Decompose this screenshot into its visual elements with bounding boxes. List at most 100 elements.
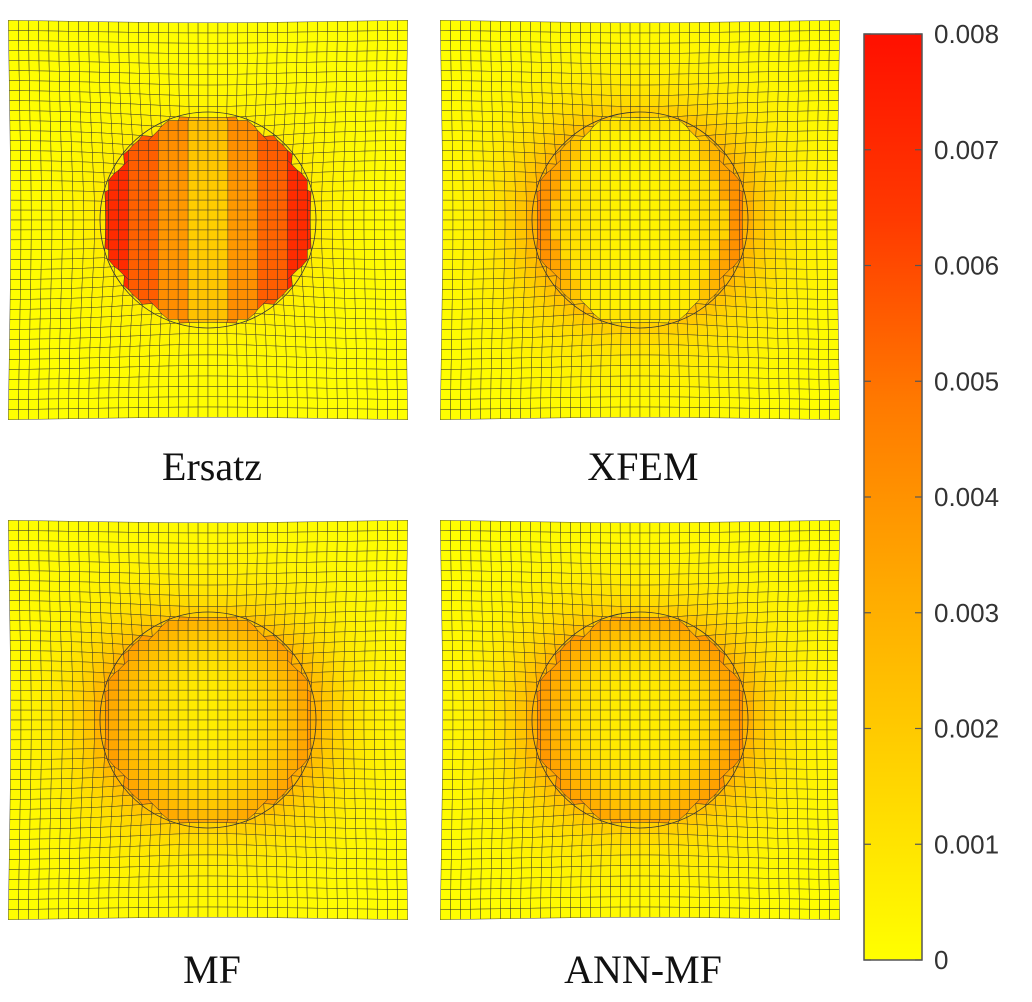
mesh-cell: [450, 50, 462, 61]
mesh-cell: [312, 652, 324, 664]
mesh-cell: [29, 848, 40, 860]
mesh-cell: [323, 641, 335, 653]
mesh-cell: [138, 719, 149, 731]
mesh-cell: [158, 719, 169, 731]
mesh-cell: [356, 348, 367, 360]
mesh-cell: [148, 22, 159, 33]
mesh-cell: [128, 249, 139, 261]
mesh-cell: [158, 689, 169, 701]
mesh-cell: [355, 808, 366, 820]
mesh-cell: [533, 286, 546, 298]
mesh-cell: [367, 30, 378, 42]
mesh-cell: [346, 40, 358, 52]
mesh-cell: [227, 209, 239, 221]
mesh-cell: [394, 239, 406, 251]
mesh-cell: [798, 388, 810, 400]
mesh-cell: [19, 808, 31, 820]
mesh-cell: [237, 219, 249, 231]
mesh-cell: [385, 150, 396, 161]
mesh-cell: [321, 190, 333, 202]
mesh-cell: [462, 219, 474, 231]
mesh-cell: [10, 279, 21, 290]
mesh-cell: [237, 809, 249, 820]
mesh-cell: [787, 338, 799, 350]
mesh-cell: [292, 143, 304, 155]
mesh-cell: [28, 388, 40, 400]
mesh-cell: [304, 826, 316, 838]
mesh-cell: [275, 83, 287, 95]
mesh-cell: [91, 296, 103, 308]
mesh-cell: [29, 818, 41, 830]
mesh-cell: [353, 729, 365, 740]
mesh-cell: [28, 50, 40, 62]
mesh-cell: [198, 574, 209, 586]
mesh-cell: [599, 189, 611, 201]
mesh-cell: [138, 660, 149, 671]
mesh-cell: [737, 71, 749, 83]
mesh-cell: [168, 886, 179, 898]
mesh-cell: [356, 70, 368, 82]
mesh-cell: [187, 699, 199, 711]
mesh-cell: [139, 855, 150, 867]
mesh-cell: [336, 61, 348, 72]
mesh-cell: [237, 875, 248, 887]
mesh-cell: [601, 322, 613, 335]
mesh-cell: [649, 117, 661, 121]
mesh-cell: [303, 122, 316, 134]
mesh-cell: [265, 93, 277, 106]
mesh-cell: [30, 140, 42, 152]
mesh-cell: [18, 530, 29, 541]
mesh-cell: [148, 150, 159, 161]
mesh-cell: [237, 670, 249, 681]
mesh-cell: [58, 868, 70, 880]
mesh-cell: [334, 611, 346, 623]
mesh-cell: [828, 80, 840, 91]
mesh-cell: [69, 71, 80, 83]
mesh-cell: [758, 51, 770, 63]
mesh-cell: [462, 700, 474, 711]
mesh-cell: [355, 318, 367, 330]
mesh-cell: [267, 897, 278, 908]
mesh-cell: [394, 259, 406, 270]
mesh-cell: [148, 886, 159, 898]
mesh-cell: [68, 408, 79, 420]
mesh-cell: [364, 768, 376, 780]
mesh-cell: [72, 738, 84, 750]
mesh-cell: [503, 277, 515, 289]
mesh-cell: [60, 621, 72, 633]
mesh-cell: [105, 719, 109, 731]
mesh-cell: [775, 151, 787, 162]
mesh-cell: [580, 32, 591, 44]
mesh-cell: [70, 807, 82, 819]
mesh-cell: [385, 279, 396, 290]
mesh-cell: [659, 63, 670, 75]
mesh-cell: [275, 593, 287, 605]
mesh-cell: [61, 670, 73, 682]
mesh-cell: [227, 563, 238, 575]
mesh-cell: [61, 239, 74, 250]
mesh-cell: [207, 179, 219, 191]
mesh-cell: [277, 709, 288, 721]
mesh-cell: [227, 386, 238, 398]
mesh-cell: [158, 660, 169, 671]
mesh-cell: [61, 768, 73, 780]
mesh-cell: [395, 769, 406, 780]
mesh-cell: [764, 229, 776, 240]
mesh-cell: [59, 111, 71, 123]
mesh-cell: [167, 699, 179, 711]
mesh-cell: [8, 520, 19, 531]
mesh-cell: [768, 31, 780, 42]
mesh-cell: [58, 30, 70, 42]
mesh-cell: [90, 612, 102, 624]
mesh-cell: [396, 570, 408, 581]
mesh-cell: [530, 397, 542, 409]
mesh-cell: [764, 238, 776, 250]
mesh-cell: [523, 286, 536, 298]
mesh-cell: [816, 239, 828, 250]
mesh-cell: [687, 323, 698, 336]
mesh-cell: [500, 31, 512, 42]
mesh-cell: [317, 407, 328, 419]
mesh-cell: [286, 866, 298, 878]
mesh-cell: [9, 799, 21, 810]
mesh-cell: [639, 406, 651, 418]
